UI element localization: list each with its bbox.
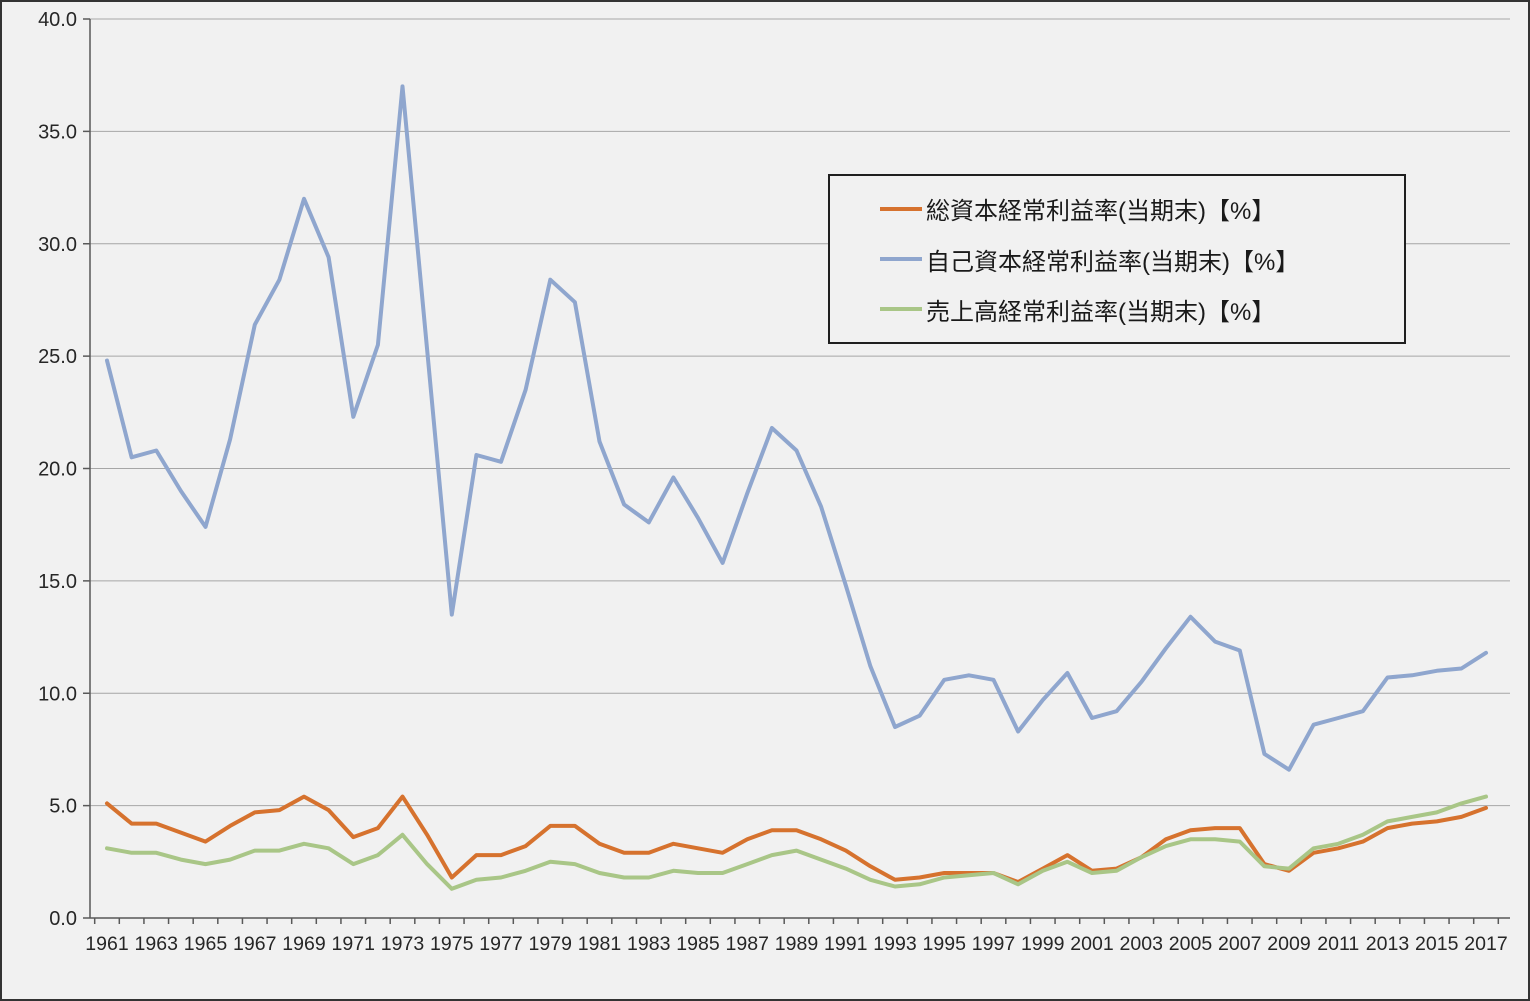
y-axis-label: 10.0 <box>38 683 77 705</box>
x-axis-label: 2011 <box>1317 933 1359 955</box>
x-axis-label: 1985 <box>676 933 720 955</box>
x-axis-label: 2017 <box>1464 933 1507 955</box>
x-axis-label: 1975 <box>430 933 474 955</box>
legend-label-total-capital: 総資本経常利益率(当期末)【%】 <box>926 198 1276 226</box>
x-axis-label: 1977 <box>479 933 522 955</box>
x-axis-label: 1989 <box>775 933 818 955</box>
x-axis-label: 2009 <box>1267 933 1310 955</box>
legend-item-equity: 自己資本経常利益率(当期末)【%】 <box>880 242 1404 277</box>
y-axis-label: 35.0 <box>38 121 77 143</box>
x-axis-label: 1997 <box>972 933 1015 955</box>
y-axis-label: 25.0 <box>38 346 77 368</box>
y-axis-label: 20.0 <box>38 459 77 481</box>
series-line-0 <box>105 794 1488 884</box>
legend-label-equity: 自己資本経常利益率(当期末)【%】 <box>926 248 1300 276</box>
legend-swatch-equity-icon <box>880 257 922 261</box>
legend-item-sales: 売上高経常利益率(当期末)【%】 <box>880 292 1404 327</box>
x-axis-label: 2005 <box>1169 933 1213 955</box>
x-axis-label: 1973 <box>381 933 424 955</box>
y-axis-label: 40.0 <box>38 9 77 31</box>
legend: 総資本経常利益率(当期末)【%】 自己資本経常利益率(当期末)【%】 売上高経常… <box>828 174 1406 344</box>
x-axis-label: 1991 <box>824 933 867 955</box>
x-axis-label: 1965 <box>184 933 228 955</box>
x-axis-label: 1971 <box>332 933 375 955</box>
x-axis-label: 2007 <box>1218 933 1261 955</box>
x-axis-label: 1981 <box>578 933 621 955</box>
x-axis-label: 1967 <box>233 933 276 955</box>
y-axis-label: 5.0 <box>49 796 77 818</box>
x-axis-label: 1983 <box>627 933 670 955</box>
x-axis-label: 1999 <box>1021 933 1064 955</box>
legend-swatch-sales-icon <box>880 307 922 312</box>
y-axis-label: 0.0 <box>49 908 77 930</box>
y-axis-label: 15.0 <box>38 571 77 593</box>
legend-swatch-total-capital-icon <box>880 206 922 211</box>
x-axis-label: 1969 <box>282 933 325 955</box>
legend-item-total-capital: 総資本経常利益率(当期末)【%】 <box>880 191 1404 226</box>
legend-label-sales: 売上高経常利益率(当期末)【%】 <box>926 298 1276 326</box>
x-axis-label: 2015 <box>1415 933 1459 955</box>
x-axis-label: 2001 <box>1070 933 1113 955</box>
x-axis-label: 1993 <box>873 933 916 955</box>
x-axis-label: 1963 <box>135 933 178 955</box>
x-axis-label: 2013 <box>1366 933 1409 955</box>
x-axis-label: 2003 <box>1120 933 1163 955</box>
series-line-2 <box>105 794 1488 891</box>
x-axis-label: 1979 <box>529 933 572 955</box>
series-line-1 <box>105 84 1488 772</box>
x-axis-label: 1987 <box>726 933 769 955</box>
x-axis-label: 1961 <box>85 933 128 955</box>
y-axis-label: 30.0 <box>38 234 77 256</box>
x-axis-label: 1995 <box>923 933 967 955</box>
